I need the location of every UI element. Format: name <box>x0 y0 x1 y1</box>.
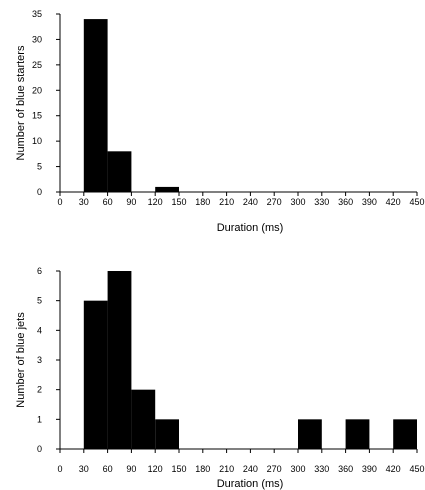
y-tick-label: 5 <box>37 162 42 172</box>
y-tick-label: 6 <box>37 266 42 276</box>
histogram-bar <box>155 419 179 449</box>
histogram-bar <box>298 419 322 449</box>
x-tick-label: 240 <box>243 197 258 207</box>
x-tick-label: 60 <box>103 197 113 207</box>
x-tick-label: 30 <box>79 464 89 474</box>
y-axis-label: Number of blue jets <box>15 312 27 408</box>
x-tick-label: 150 <box>171 197 186 207</box>
x-tick-label: 90 <box>126 197 136 207</box>
x-tick-label: 90 <box>126 464 136 474</box>
y-tick-label: 4 <box>37 325 42 335</box>
y-tick-label: 2 <box>37 385 42 395</box>
x-tick-label: 300 <box>290 197 305 207</box>
x-tick-label: 180 <box>195 464 210 474</box>
x-tick-label: 330 <box>314 197 329 207</box>
histogram-bar <box>83 300 108 449</box>
y-tick-label: 35 <box>32 9 42 19</box>
y-tick-label: 0 <box>37 444 42 454</box>
x-tick-label: 420 <box>386 464 401 474</box>
histogram-bar <box>393 419 417 449</box>
histogram-bar <box>107 271 132 449</box>
histogram-blue-jets: Number of blue jets Duration (ms) 012345… <box>15 266 425 490</box>
histogram-bar <box>131 389 156 449</box>
y-tick-label: 5 <box>37 296 42 306</box>
x-tick-label: 120 <box>148 197 163 207</box>
x-tick-label: 210 <box>219 197 234 207</box>
x-axis-label: Duration (ms) <box>217 222 284 234</box>
x-tick-label: 450 <box>409 197 424 207</box>
x-tick-label: 420 <box>386 197 401 207</box>
x-tick-label: 390 <box>362 197 377 207</box>
x-tick-label: 150 <box>171 464 186 474</box>
x-tick-label: 120 <box>148 464 163 474</box>
y-tick-label: 25 <box>32 60 42 70</box>
y-tick-label: 3 <box>37 355 42 365</box>
x-tick-label: 300 <box>290 464 305 474</box>
x-tick-label: 270 <box>267 464 282 474</box>
y-tick-label: 10 <box>32 136 42 146</box>
x-tick-label: 0 <box>57 464 62 474</box>
histogram-bar <box>345 419 370 449</box>
x-tick-label: 390 <box>362 464 377 474</box>
histogram-bar <box>155 186 179 192</box>
x-tick-label: 60 <box>103 464 113 474</box>
y-tick-label: 20 <box>32 85 42 95</box>
y-tick-label: 30 <box>32 34 42 44</box>
x-tick-label: 360 <box>338 464 353 474</box>
x-tick-label: 360 <box>338 197 353 207</box>
x-tick-label: 0 <box>57 197 62 207</box>
x-axis-label: Duration (ms) <box>217 478 284 490</box>
y-tick-label: 0 <box>37 187 42 197</box>
x-tick-label: 210 <box>219 464 234 474</box>
y-tick-label: 1 <box>37 414 42 424</box>
x-tick-label: 270 <box>267 197 282 207</box>
x-tick-label: 240 <box>243 464 258 474</box>
y-tick-label: 15 <box>32 111 42 121</box>
x-tick-label: 180 <box>195 197 210 207</box>
x-tick-label: 330 <box>314 464 329 474</box>
x-tick-label: 30 <box>79 197 89 207</box>
x-tick-label: 450 <box>409 464 424 474</box>
histogram-bar <box>107 151 132 192</box>
y-axis-label: Number of blue starters <box>15 45 27 160</box>
histogram-blue-starters: Number of blue starters Duration (ms) 0 5… <box>15 9 425 234</box>
histogram-bar <box>83 19 108 193</box>
